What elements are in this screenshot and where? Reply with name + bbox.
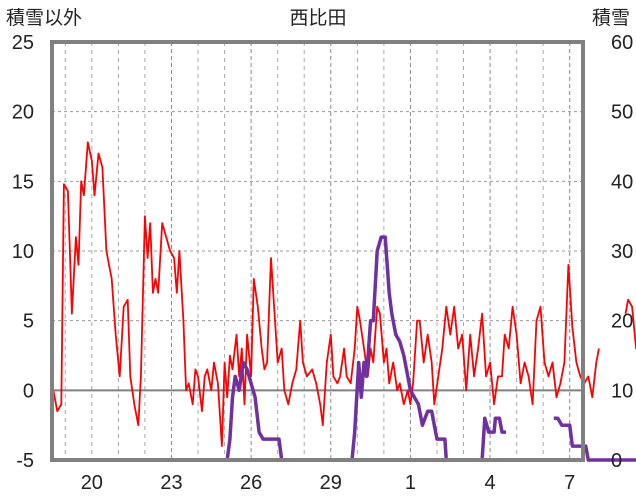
x-tick-label: 29	[320, 472, 342, 494]
right-axis-label: 積雪	[592, 7, 630, 29]
x-tick-label: 23	[160, 472, 182, 494]
x-tick-label: 1	[405, 472, 416, 494]
chart-title: 西比田	[289, 7, 346, 29]
right-tick-label: 20	[611, 311, 633, 333]
right-tick-label: 30	[611, 241, 633, 263]
left-axis-label: 積雪以外	[6, 7, 82, 29]
right-tick-label: 40	[611, 171, 633, 193]
right-axis-ticks: 60 50 40 30 20 10 0	[611, 32, 633, 472]
left-tick-label: 25	[12, 32, 34, 54]
left-tick-label: 20	[12, 102, 34, 124]
right-tick-label: 0	[611, 450, 622, 472]
series-group	[52, 141, 636, 462]
temp-series-line-0	[52, 141, 600, 447]
right-tick-label: 10	[611, 380, 633, 402]
left-tick-label: 15	[12, 171, 34, 193]
x-tick-label: 20	[81, 472, 103, 494]
left-tick-label: 5	[23, 311, 34, 333]
left-tick-label: 10	[12, 241, 34, 263]
snow-series-line-4	[553, 416, 636, 462]
left-tick-label: 0	[23, 380, 34, 402]
snow-series-line-3	[53, 235, 506, 462]
plot-frame	[50, 40, 585, 462]
right-tick-label: 50	[611, 102, 633, 124]
x-axis-ticks: 20232629147101316	[81, 472, 576, 494]
left-axis-ticks: 25 20 15 10 5 0 -5	[12, 32, 34, 472]
left-tick-label: -5	[16, 450, 34, 472]
right-tick-label: 60	[611, 32, 633, 54]
temp-series-line-1	[624, 298, 636, 350]
x-tick-label: 4	[485, 472, 496, 494]
x-tick-label: 26	[240, 472, 262, 494]
x-tick-label: 7	[564, 472, 575, 494]
